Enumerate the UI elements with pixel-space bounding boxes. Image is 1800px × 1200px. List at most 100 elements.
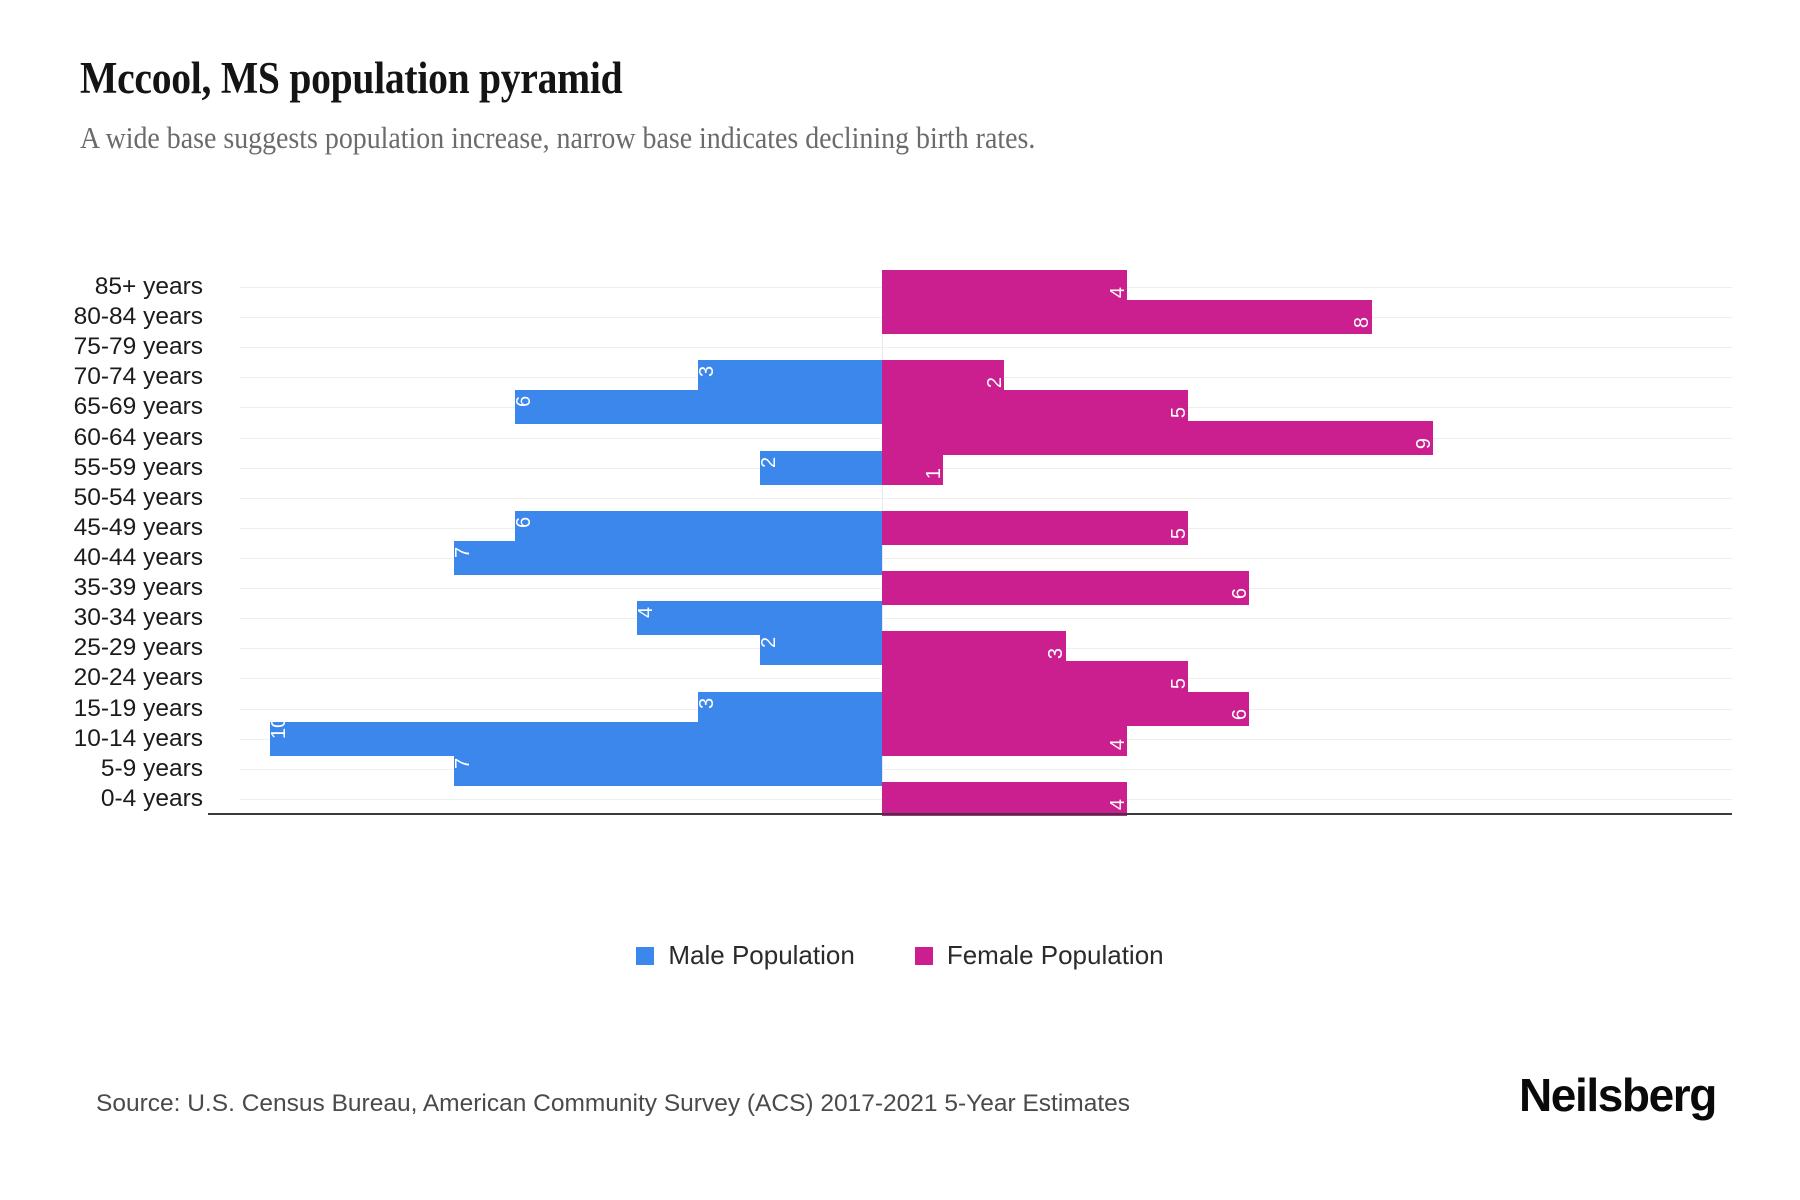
y-axis-label: 75-79 years	[73, 333, 203, 361]
page-title: Mccool, MS population pyramid	[80, 53, 623, 103]
y-axis-label: 85+ years	[94, 273, 203, 301]
chart-row: 10-14 years 10 4	[74, 716, 1732, 756]
bar-male[interactable]: 2	[757, 450, 882, 485]
bar-female[interactable]: 5	[882, 661, 1190, 696]
bar-male[interactable]: 6	[512, 390, 882, 425]
legend-swatch-female-icon	[914, 946, 933, 965]
chart-legend: Male Population Female Population	[0, 940, 1800, 971]
chart-row: 30-34 years 4	[74, 601, 1732, 636]
chart-row: 0-4 years 4	[101, 781, 1732, 816]
bar-value-male: 4	[635, 607, 658, 619]
bar-value-male: 3	[696, 366, 719, 378]
bar-value-male: 10	[268, 716, 290, 739]
chart-row: 60-64 years 9	[74, 420, 1732, 455]
legend-label-male: Male Population	[668, 940, 855, 970]
bar-value-female: 4	[1106, 738, 1129, 750]
bar-male[interactable]: 3	[696, 360, 882, 395]
bar-female[interactable]: 2	[882, 360, 1007, 395]
gridline	[240, 347, 1732, 349]
y-axis-label: 55-59 years	[73, 453, 203, 481]
y-axis-label: 65-69 years	[73, 393, 203, 421]
y-axis-label: 35-39 years	[73, 574, 203, 602]
chart-row: 80-84 years 8	[74, 300, 1732, 335]
bar-female[interactable]: 8	[882, 300, 1374, 335]
y-axis-label: 40-44 years	[73, 544, 203, 572]
chart-row: 55-59 years 2 1	[74, 450, 1732, 485]
y-axis-label: 0-4 years	[100, 784, 203, 812]
y-axis-label: 15-19 years	[73, 694, 203, 722]
bar-value-female: 3	[1045, 648, 1068, 660]
y-axis-label: 25-29 years	[73, 634, 203, 662]
chart-row: 75-79 years	[74, 332, 1732, 362]
bar-value-male: 7	[451, 546, 474, 559]
chart-row: 65-69 years 6 5	[74, 390, 1732, 425]
bar-male[interactable]: 2	[757, 631, 882, 666]
chart-row: 70-74 years 3 2	[74, 360, 1732, 395]
bar-value-female: 5	[1168, 527, 1190, 540]
bar-value-female: 4	[1106, 287, 1129, 299]
legend-item-male[interactable]: Male Population	[636, 940, 855, 971]
bar-value-female: 6	[1229, 708, 1252, 720]
y-axis-label: 30-34 years	[73, 604, 203, 632]
chart-row: 35-39 years 6	[74, 571, 1732, 606]
legend-swatch-male-icon	[636, 946, 655, 965]
y-axis-label: 20-24 years	[73, 664, 203, 692]
chart-row: 25-29 years 2 3	[74, 631, 1732, 666]
y-axis-label: 5-9 years	[100, 754, 203, 782]
y-axis-label: 10-14 years	[73, 724, 203, 752]
chart-row: 20-24 years 5	[74, 661, 1732, 696]
chart-row: 85+ years 4	[95, 270, 1732, 305]
bar-female[interactable]: 6	[882, 691, 1252, 726]
gridline	[240, 768, 1732, 770]
bar-female[interactable]: 3	[882, 631, 1068, 666]
brand-logo: Neilsberg	[1518, 1069, 1717, 1121]
bar-value-female: 5	[1168, 407, 1190, 419]
chart-row: 15-19 years 3 6	[74, 691, 1732, 726]
bar-value-female: 8	[1351, 317, 1374, 329]
bar-value-female: 1	[923, 467, 946, 479]
bar-female[interactable]: 4	[882, 781, 1129, 816]
bar-male[interactable]: 4	[635, 601, 882, 636]
bar-value-female: 9	[1412, 437, 1435, 449]
gridline	[240, 558, 1732, 560]
bar-value-male: 3	[696, 697, 719, 709]
legend-item-female[interactable]: Female Population	[914, 940, 1164, 971]
bar-female[interactable]: 1	[882, 450, 946, 485]
bar-male[interactable]: 10	[268, 716, 882, 756]
legend-label-female: Female Population	[946, 940, 1164, 970]
page-subtitle: A wide base suggests population increase…	[80, 120, 1036, 155]
y-axis-label: 45-49 years	[73, 513, 203, 541]
chart-row: 50-54 years	[74, 483, 1732, 513]
bar-value-female: 5	[1168, 678, 1190, 690]
bar-male[interactable]: 7	[451, 541, 882, 576]
bar-value-male: 2	[757, 637, 780, 649]
bar-value-male: 7	[451, 757, 474, 769]
source-note: Source: U.S. Census Bureau, American Com…	[96, 1090, 1131, 1117]
bar-female[interactable]: 5	[882, 510, 1190, 545]
bar-female[interactable]: 9	[882, 420, 1435, 455]
bar-value-male: 6	[512, 396, 535, 408]
y-axis-label: 70-74 years	[73, 363, 203, 391]
bar-value-female: 2	[984, 377, 1007, 389]
bar-male[interactable]: 3	[696, 691, 882, 726]
chart-row: 45-49 years 6 5	[74, 510, 1732, 545]
bar-male[interactable]: 7	[451, 751, 882, 786]
bar-female[interactable]: 4	[882, 270, 1129, 305]
bar-female[interactable]: 6	[882, 571, 1252, 606]
gridline	[240, 618, 1732, 620]
bar-value-male: 2	[757, 456, 780, 468]
bar-male[interactable]: 6	[512, 510, 882, 545]
bar-value-male: 6	[512, 516, 535, 528]
chart-rows: 85+ years 4 80-84 years 8 75-79 years 70-74 y…	[74, 270, 1732, 816]
bar-female[interactable]: 5	[882, 390, 1190, 425]
y-axis-label: 80-84 years	[73, 303, 203, 331]
plot-area: 85+ years 4 80-84 years 8 75-79 years 70-74 y…	[74, 270, 1732, 816]
bar-value-female: 6	[1229, 588, 1252, 600]
y-axis-label: 60-64 years	[73, 423, 203, 451]
gridline	[240, 497, 1732, 499]
bar-female[interactable]: 4	[882, 721, 1129, 756]
chart-row: 5-9 years 7	[101, 751, 1732, 786]
bar-value-female: 4	[1106, 798, 1129, 811]
chart-row: 40-44 years 7	[74, 541, 1732, 576]
